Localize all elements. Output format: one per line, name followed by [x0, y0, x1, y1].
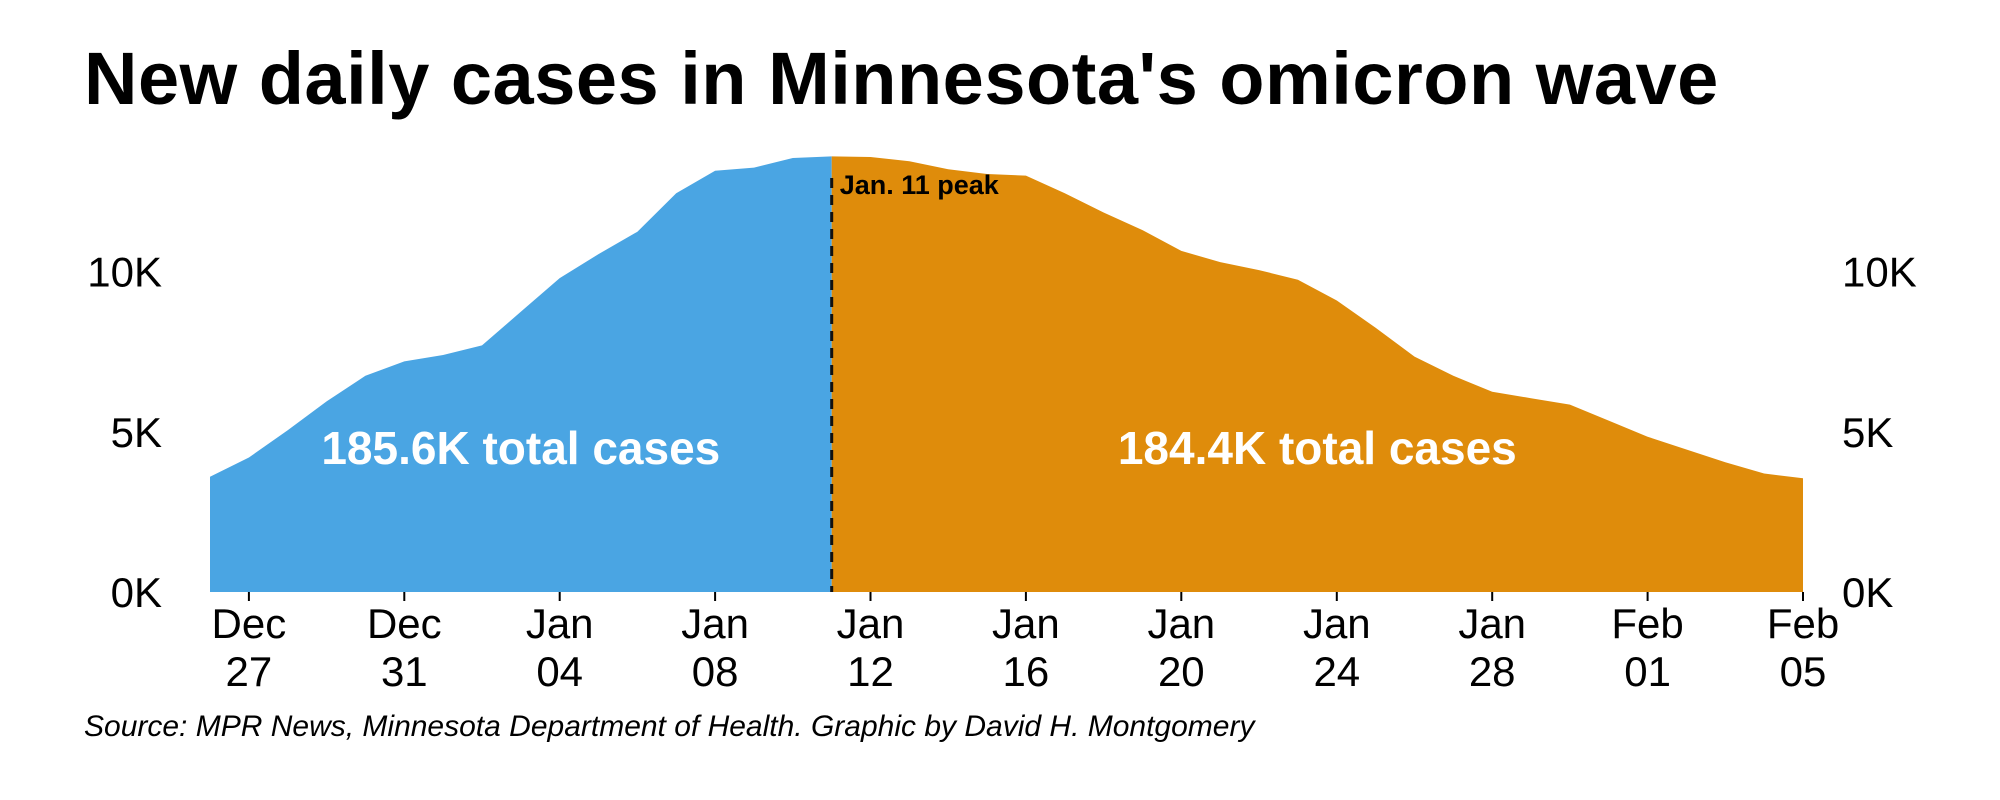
- x-tick-label-month: Feb: [1767, 600, 1839, 647]
- x-tick-label-month: Jan: [1458, 600, 1526, 647]
- y-tick-label-left: 10K: [87, 249, 162, 296]
- y-tick-label-right: 5K: [1842, 409, 1893, 456]
- page-title: New daily cases in Minnesota's omicron w…: [84, 37, 1719, 120]
- x-tick-label-month: Jan: [1303, 600, 1371, 647]
- x-tick-label-day: 01: [1624, 648, 1671, 695]
- x-tick-label-day: 27: [226, 648, 273, 695]
- x-tick-label-month: Jan: [837, 600, 905, 647]
- series-area-2: [831, 156, 1803, 592]
- x-tick-label-month: Jan: [1147, 600, 1215, 647]
- series-total-label-1: 185.6K total cases: [321, 422, 720, 474]
- y-tick-label-right: 10K: [1842, 249, 1917, 296]
- y-tick-label-right: 0K: [1842, 569, 1893, 616]
- x-tick-label-day: 12: [847, 648, 894, 695]
- series-area-1: [210, 156, 832, 592]
- x-tick-label-day: 08: [692, 648, 739, 695]
- x-tick-label-month: Feb: [1611, 600, 1683, 647]
- area-layer: 185.6K total cases 184.4K total cases: [210, 156, 1803, 592]
- x-tick-label-day: 24: [1313, 648, 1360, 695]
- source-note: Source: MPR News, Minnesota Department o…: [84, 710, 1255, 743]
- x-tick-label-month: Jan: [681, 600, 749, 647]
- x-tick-label-month: Dec: [367, 600, 442, 647]
- y-tick-label-left: 5K: [111, 409, 162, 456]
- x-tick-label-month: Dec: [212, 600, 287, 647]
- x-tick-label-day: 05: [1780, 648, 1827, 695]
- series-total-label-2: 184.4K total cases: [1118, 422, 1517, 474]
- x-tick-label-day: 31: [381, 648, 428, 695]
- x-tick-label-day: 16: [1003, 648, 1050, 695]
- x-tick-label-month: Jan: [526, 600, 594, 647]
- annotation-layer: Jan. 11 peak: [830, 170, 1000, 592]
- x-tick-label-month: Jan: [992, 600, 1060, 647]
- x-tick-label-day: 04: [536, 648, 583, 695]
- x-tick-label-day: 20: [1158, 648, 1205, 695]
- peak-label: Jan. 11 peak: [840, 170, 1000, 200]
- x-tick-label-day: 28: [1469, 648, 1516, 695]
- y-tick-label-left: 0K: [111, 569, 162, 616]
